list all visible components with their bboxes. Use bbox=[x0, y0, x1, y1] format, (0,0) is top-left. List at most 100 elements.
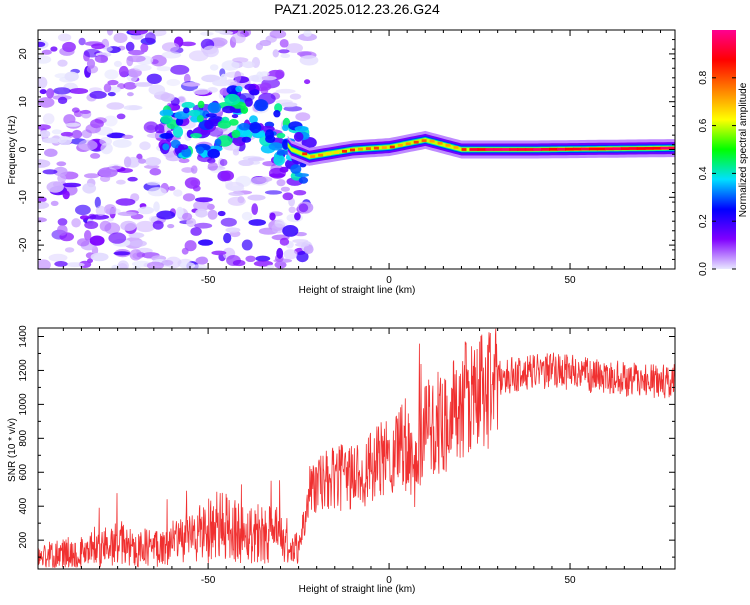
spectrogram-cell bbox=[84, 173, 100, 179]
spectrogram-cell bbox=[143, 121, 159, 133]
spectrogram-cell bbox=[251, 203, 258, 215]
spectrogram-cell bbox=[280, 102, 298, 108]
spectrogram-cell bbox=[245, 255, 256, 262]
spectrogram-cell bbox=[42, 169, 58, 175]
spectrogram-cell bbox=[133, 64, 152, 72]
spectrogram-cell bbox=[91, 43, 106, 50]
spectrogram-cell bbox=[198, 239, 213, 246]
spectrogram-cell bbox=[51, 129, 62, 135]
snr-ytick-label: 400 bbox=[18, 497, 29, 514]
spectrogram-cell bbox=[182, 193, 196, 202]
spectrogram-cell bbox=[274, 261, 287, 269]
spectrogram-cell bbox=[207, 162, 218, 171]
spectrogram-cell bbox=[271, 223, 285, 234]
spectrogram-cell bbox=[207, 87, 219, 93]
spectrogram-cell bbox=[303, 30, 312, 37]
spectrogram-cell bbox=[259, 39, 272, 47]
spectrogram-cell bbox=[298, 33, 317, 41]
spectrogram-cell bbox=[264, 190, 283, 195]
spectrogram-cell bbox=[276, 149, 285, 156]
spectrogram-cell bbox=[209, 64, 219, 71]
spectrogram-cell bbox=[255, 255, 271, 262]
spectrogram-cell bbox=[168, 186, 176, 191]
spectrogram-peak bbox=[397, 144, 403, 147]
spectrogram-cell bbox=[107, 30, 113, 36]
spectrogram-cell bbox=[57, 59, 68, 67]
spectrogram-cell bbox=[39, 89, 47, 95]
spectrogram-cell bbox=[108, 163, 122, 170]
spectrogram-peak bbox=[636, 147, 646, 150]
spectrogram-cell bbox=[46, 88, 55, 99]
spectrogram-cell bbox=[249, 115, 258, 124]
spectrogram-cell bbox=[242, 61, 255, 69]
spectrogram-cell bbox=[117, 260, 129, 269]
spectrogram-cell bbox=[294, 173, 309, 178]
spectrogram-cell bbox=[276, 247, 284, 259]
snr-series-line bbox=[38, 328, 675, 569]
spectrogram-cell bbox=[259, 82, 272, 91]
spectrogram-cell bbox=[116, 179, 126, 185]
spectrogram-cell bbox=[273, 154, 285, 166]
spectrogram-cell bbox=[172, 126, 184, 138]
spectrogram-cell bbox=[161, 259, 174, 266]
spectrogram-cell bbox=[78, 37, 86, 46]
spectrogram-cell bbox=[181, 101, 195, 109]
spectrogram-cell bbox=[217, 120, 232, 129]
spectrogram-peak bbox=[580, 147, 590, 151]
spectrogram-cell bbox=[160, 93, 175, 102]
spectrogram-cell bbox=[106, 132, 126, 139]
spectrogram-cell bbox=[247, 194, 266, 201]
spectrogram-cell bbox=[295, 242, 310, 247]
spectrogram-cell bbox=[197, 100, 205, 109]
snr-ytick-label: 1000 bbox=[18, 393, 29, 416]
spectrogram-cell bbox=[79, 215, 90, 220]
spectrogram-cell bbox=[107, 92, 116, 97]
spectrogram-cell bbox=[75, 204, 91, 216]
spectrogram-peak bbox=[509, 148, 519, 151]
spectrogram-cell bbox=[129, 240, 147, 247]
spectrogram-cell bbox=[227, 196, 246, 206]
spectrogram-panel: -50 0 50 -20 -10 0 10 20 Height of straight lin… bbox=[7, 29, 676, 296]
spectrogram-cell bbox=[268, 167, 286, 179]
spectrogram-cell bbox=[293, 131, 304, 142]
spectrogram-cell bbox=[184, 240, 197, 252]
spectrogram-peak bbox=[485, 148, 495, 151]
spectrogram-cell bbox=[222, 105, 236, 114]
spectrogram-cell bbox=[194, 222, 213, 229]
spectrogram-cell bbox=[230, 185, 245, 192]
spectrogram-cell bbox=[226, 255, 241, 266]
spectrogram-cell bbox=[225, 179, 233, 189]
spectrogram-cell bbox=[89, 90, 107, 99]
spectrogram-cell bbox=[244, 83, 256, 91]
spectrogram-cell bbox=[156, 210, 176, 220]
spectrogram-cell bbox=[179, 262, 196, 269]
spectrogram-peak bbox=[461, 148, 467, 151]
spectrogram-cell bbox=[298, 203, 309, 213]
spectrogram-cell bbox=[82, 183, 97, 194]
spectrogram-peak bbox=[493, 148, 503, 151]
spectrogram-cell bbox=[69, 88, 89, 94]
spectrogram-cell bbox=[134, 82, 153, 87]
spectrogram-cell bbox=[211, 250, 227, 256]
snr-ytick-label: 800 bbox=[18, 430, 29, 447]
spectrogram-cell bbox=[118, 65, 129, 78]
spectrogram-cell bbox=[283, 249, 298, 260]
spectrogram-cell bbox=[64, 247, 75, 253]
spectrogram-ytick-label: 10 bbox=[18, 96, 29, 108]
spectrogram-cell bbox=[162, 143, 170, 151]
spectrogram-cell bbox=[41, 49, 52, 55]
spectrogram-cell bbox=[238, 122, 251, 131]
spectrogram-cell bbox=[247, 157, 265, 162]
spectrogram-peak bbox=[357, 147, 363, 151]
spectrogram-cell bbox=[39, 130, 51, 138]
spectrogram-cell bbox=[188, 109, 201, 117]
spectrogram-peak bbox=[421, 139, 427, 143]
spectrogram-cell bbox=[144, 157, 162, 166]
spectrogram-cell bbox=[231, 129, 241, 139]
spectrogram-cell bbox=[170, 139, 181, 149]
spectrogram-cell bbox=[149, 168, 162, 176]
spectrogram-cell bbox=[175, 117, 184, 126]
spectrogram-cell bbox=[249, 121, 262, 134]
spectrogram-cell bbox=[117, 211, 138, 216]
spectrogram-cell bbox=[197, 256, 208, 264]
